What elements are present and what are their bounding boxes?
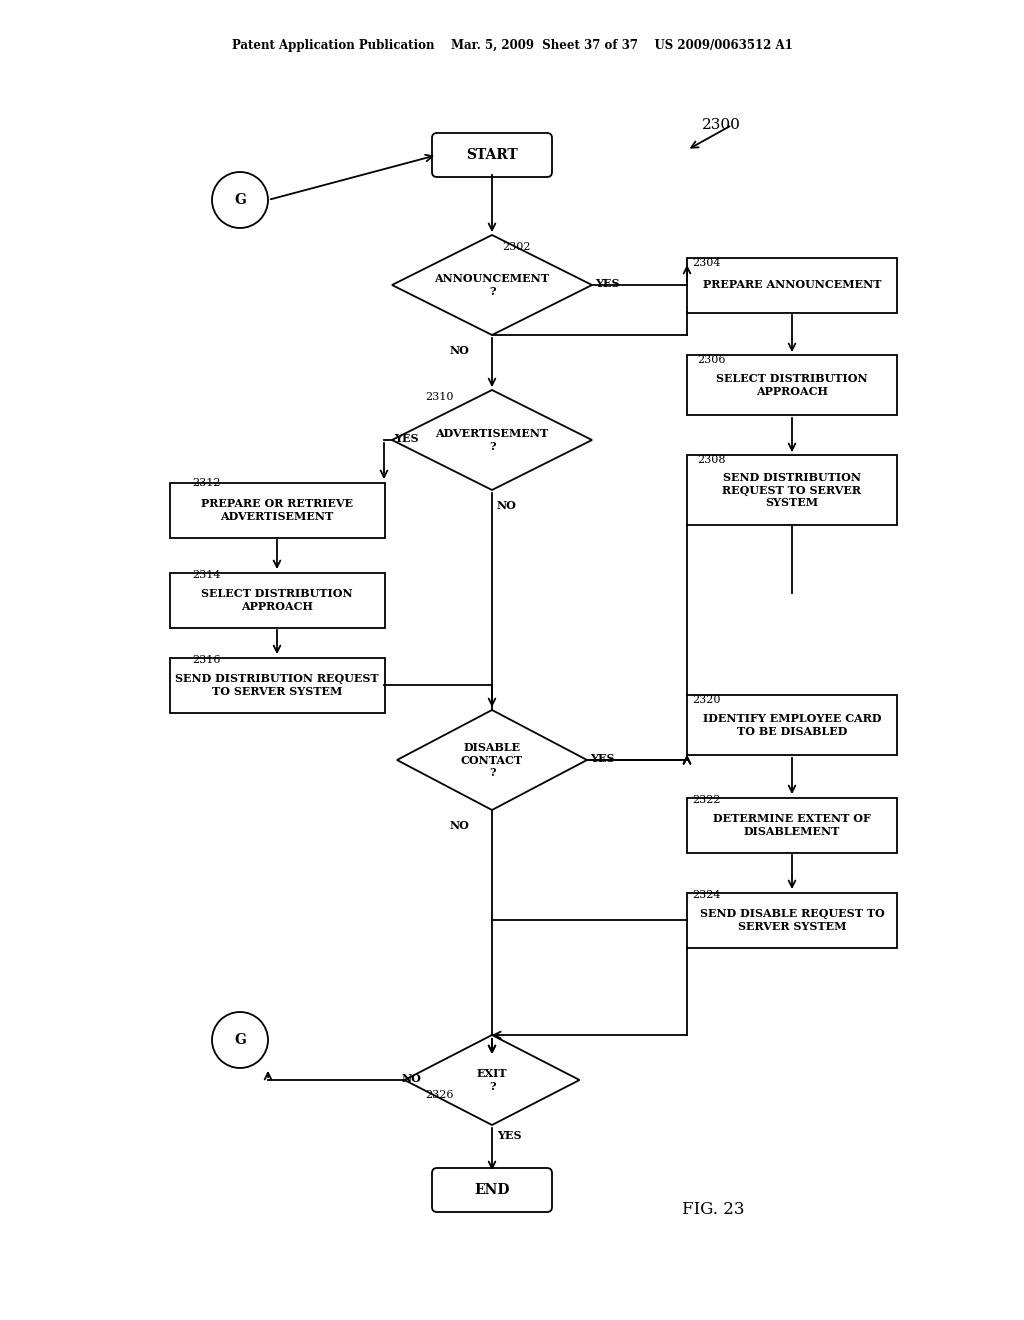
Text: FIG. 23: FIG. 23 xyxy=(682,1201,744,1218)
Text: IDENTIFY EMPLOYEE CARD
TO BE DISABLED: IDENTIFY EMPLOYEE CARD TO BE DISABLED xyxy=(702,713,882,737)
Text: 2306: 2306 xyxy=(697,355,725,366)
Text: 2304: 2304 xyxy=(692,257,721,268)
Circle shape xyxy=(212,1012,268,1068)
Bar xyxy=(687,355,897,414)
FancyBboxPatch shape xyxy=(432,1168,552,1212)
Text: 2326: 2326 xyxy=(425,1090,454,1100)
Text: DISABLE
CONTACT
?: DISABLE CONTACT ? xyxy=(461,742,523,779)
Text: 2322: 2322 xyxy=(692,795,721,805)
Bar xyxy=(170,657,384,713)
FancyBboxPatch shape xyxy=(432,133,552,177)
Text: DETERMINE EXTENT OF
DISABLEMENT: DETERMINE EXTENT OF DISABLEMENT xyxy=(713,813,871,837)
Text: 2316: 2316 xyxy=(193,655,220,665)
Text: Patent Application Publication    Mar. 5, 2009  Sheet 37 of 37    US 2009/006351: Patent Application Publication Mar. 5, 2… xyxy=(231,38,793,51)
Bar xyxy=(687,257,897,313)
Text: NO: NO xyxy=(497,500,517,511)
Text: START: START xyxy=(466,148,518,162)
Text: 2314: 2314 xyxy=(193,570,220,579)
Text: G: G xyxy=(234,1034,246,1047)
Text: 2300: 2300 xyxy=(702,117,741,132)
Text: 2320: 2320 xyxy=(692,696,721,705)
Polygon shape xyxy=(392,235,592,335)
Bar xyxy=(687,455,897,525)
Text: NO: NO xyxy=(450,820,470,832)
Text: 2310: 2310 xyxy=(425,392,454,403)
Text: SELECT DISTRIBUTION
APPROACH: SELECT DISTRIBUTION APPROACH xyxy=(716,374,867,397)
Polygon shape xyxy=(404,1035,580,1125)
Text: SEND DISTRIBUTION REQUEST
TO SERVER SYSTEM: SEND DISTRIBUTION REQUEST TO SERVER SYST… xyxy=(175,673,379,697)
Text: YES: YES xyxy=(595,279,620,289)
Text: SELECT DISTRIBUTION
APPROACH: SELECT DISTRIBUTION APPROACH xyxy=(201,589,353,612)
Text: END: END xyxy=(474,1183,510,1197)
Circle shape xyxy=(212,172,268,228)
Text: NO: NO xyxy=(402,1073,422,1084)
Text: YES: YES xyxy=(394,433,419,444)
Text: NO: NO xyxy=(450,345,470,356)
Polygon shape xyxy=(392,389,592,490)
Polygon shape xyxy=(397,710,587,810)
Bar xyxy=(170,483,384,537)
Bar xyxy=(687,892,897,948)
Text: SEND DISTRIBUTION
REQUEST TO SERVER
SYSTEM: SEND DISTRIBUTION REQUEST TO SERVER SYST… xyxy=(723,471,861,508)
Bar xyxy=(687,696,897,755)
Bar xyxy=(687,797,897,853)
Text: G: G xyxy=(234,193,246,207)
Text: SEND DISABLE REQUEST TO
SERVER SYSTEM: SEND DISABLE REQUEST TO SERVER SYSTEM xyxy=(699,908,885,932)
Text: YES: YES xyxy=(497,1130,521,1140)
Text: ANNOUNCEMENT
?: ANNOUNCEMENT ? xyxy=(434,273,550,297)
Text: 2324: 2324 xyxy=(692,890,721,900)
Text: 2302: 2302 xyxy=(502,242,530,252)
Text: 2312: 2312 xyxy=(193,478,220,488)
Text: ADVERTISEMENT
?: ADVERTISEMENT ? xyxy=(435,428,549,451)
Text: PREPARE ANNOUNCEMENT: PREPARE ANNOUNCEMENT xyxy=(702,280,882,290)
Text: EXIT
?: EXIT ? xyxy=(477,1068,507,1092)
Bar xyxy=(170,573,384,627)
Text: PREPARE OR RETRIEVE
ADVERTISEMENT: PREPARE OR RETRIEVE ADVERTISEMENT xyxy=(201,498,353,521)
Text: 2308: 2308 xyxy=(697,455,725,465)
Text: YES: YES xyxy=(590,752,614,764)
